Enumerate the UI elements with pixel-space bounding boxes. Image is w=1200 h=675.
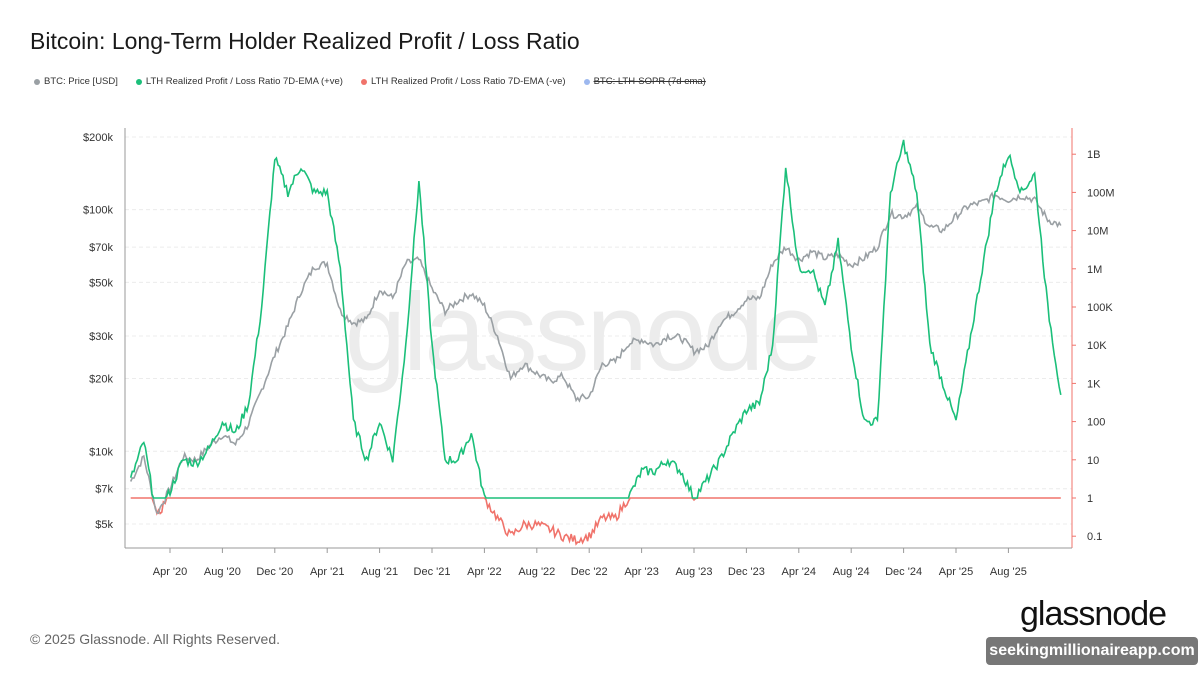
legend-item-lth-sopr[interactable]: BTC: LTH-SOPR (7d ema)	[583, 76, 706, 87]
legend-dot-icon	[360, 78, 367, 85]
left-axis-tick-label: $30k	[89, 331, 113, 343]
right-axis-tick-label: 1M	[1087, 264, 1102, 276]
legend-dot-icon	[34, 78, 40, 85]
x-axis-tick-label: Dec '23	[728, 566, 765, 578]
x-axis-tick-label: Dec '21	[414, 566, 451, 578]
x-axis-tick-label: Aug '20	[204, 566, 241, 578]
x-axis-tick-label: Dec '20	[256, 566, 293, 578]
legend-dot-icon	[135, 78, 142, 85]
right-axis-tick-label: 1B	[1087, 149, 1100, 161]
x-axis-tick-label: Aug '23	[676, 566, 713, 578]
left-axis-tick-label: $70k	[89, 242, 113, 254]
x-axis-tick-label: Aug '25	[990, 566, 1027, 578]
x-axis-tick-label: Aug '24	[833, 566, 870, 578]
right-axis-tick-label: 100K	[1087, 302, 1113, 314]
right-axis-tick-label: 100M	[1087, 187, 1115, 199]
x-axis-tick-label: Aug '22	[518, 566, 555, 578]
x-axis-tick-label: Dec '22	[571, 566, 608, 578]
left-axis-tick-label: $5k	[95, 519, 113, 531]
x-axis-tick-label: Apr '22	[467, 566, 502, 578]
left-axis-tick-label: $7k	[95, 484, 113, 496]
x-axis-tick-label: Apr '24	[782, 566, 817, 578]
left-axis-tick-label: $20k	[89, 374, 113, 386]
legend-dot-icon	[583, 78, 590, 85]
x-axis-tick-label: Aug '21	[361, 566, 398, 578]
right-axis-tick-label: 1K	[1087, 378, 1101, 390]
left-axis-tick-label: $200k	[83, 132, 113, 144]
legend-item-ratio-positive[interactable]: LTH Realized Profit / Loss Ratio 7D-EMA …	[135, 76, 343, 87]
legend-label: BTC: LTH-SOPR (7d ema)	[593, 76, 706, 87]
legend-item-ratio-negative[interactable]: LTH Realized Profit / Loss Ratio 7D-EMA …	[360, 76, 566, 87]
right-axis-tick-label: 1	[1087, 493, 1093, 505]
right-axis-tick-label: 10	[1087, 455, 1099, 467]
glassnode-logo: glassnode	[1020, 595, 1167, 633]
x-axis-tick-label: Dec '24	[885, 566, 922, 578]
right-axis-tick-label: 100	[1087, 417, 1105, 429]
btc-price-line	[129, 191, 1062, 515]
x-axis-tick-label: Apr '20	[153, 566, 188, 578]
ratio-positive-line	[129, 139, 1062, 499]
left-axis-tick-label: $10k	[89, 446, 113, 458]
legend-label: LTH Realized Profit / Loss Ratio 7D-EMA …	[145, 76, 343, 87]
left-axis-tick-label: $50k	[89, 277, 113, 289]
x-axis-tick-label: Apr '21	[310, 566, 345, 578]
legend: BTC: Price [USD] LTH Realized Profit / L…	[34, 76, 706, 87]
right-axis-tick-label: 10M	[1087, 226, 1108, 238]
legend-label: BTC: Price [USD]	[44, 76, 118, 87]
x-axis-tick-label: Apr '25	[939, 566, 974, 578]
ratio-negative-line	[130, 497, 1061, 546]
legend-item-btc-price[interactable]: BTC: Price [USD]	[34, 76, 118, 87]
copyright: © 2025 Glassnode. All Rights Reserved.	[30, 631, 281, 647]
chart-title: Bitcoin: Long-Term Holder Realized Profi…	[30, 28, 580, 54]
overlay-badge: seekingmillionaireapp.com	[986, 637, 1198, 665]
legend-label: LTH Realized Profit / Loss Ratio 7D-EMA …	[370, 76, 566, 87]
right-axis-tick-label: 0.1	[1087, 531, 1102, 543]
right-axis-tick-label: 10K	[1087, 340, 1107, 352]
chart-watermark: glassnode	[345, 271, 820, 394]
x-axis-tick-label: Apr '23	[624, 566, 659, 578]
left-axis-tick-label: $100k	[83, 205, 113, 217]
